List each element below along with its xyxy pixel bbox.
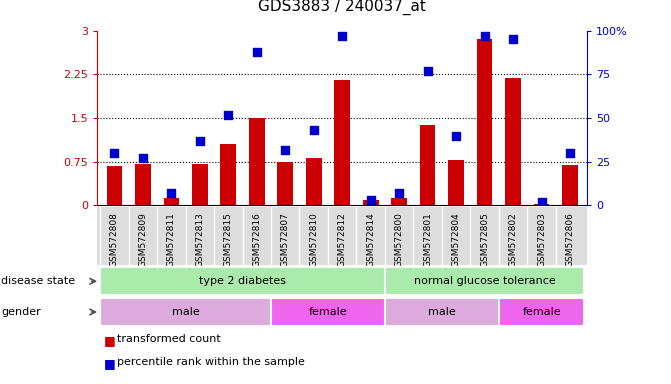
Text: type 2 diabetes: type 2 diabetes bbox=[199, 276, 286, 286]
Bar bbox=[164, 199, 179, 205]
Point bbox=[365, 197, 376, 203]
Text: GSM572808: GSM572808 bbox=[110, 212, 119, 267]
Text: GSM572801: GSM572801 bbox=[423, 212, 432, 267]
FancyBboxPatch shape bbox=[385, 267, 584, 295]
Point bbox=[394, 190, 405, 196]
Point bbox=[337, 33, 348, 39]
FancyBboxPatch shape bbox=[100, 298, 271, 326]
Point bbox=[280, 146, 291, 152]
Bar bbox=[107, 166, 122, 205]
Bar bbox=[533, 204, 550, 205]
Text: GSM572814: GSM572814 bbox=[366, 212, 375, 267]
Text: GSM572811: GSM572811 bbox=[167, 212, 176, 267]
Text: GSM572810: GSM572810 bbox=[309, 212, 318, 267]
Bar bbox=[477, 40, 493, 205]
Bar bbox=[420, 125, 435, 205]
Text: female: female bbox=[522, 307, 561, 317]
Text: male: male bbox=[172, 307, 199, 317]
Text: GSM572803: GSM572803 bbox=[537, 212, 546, 267]
Text: GSM572813: GSM572813 bbox=[195, 212, 204, 267]
Point bbox=[223, 111, 234, 118]
Bar bbox=[363, 200, 378, 205]
FancyBboxPatch shape bbox=[100, 267, 385, 295]
FancyBboxPatch shape bbox=[271, 298, 385, 326]
Text: GSM572807: GSM572807 bbox=[280, 212, 290, 267]
Point bbox=[536, 199, 547, 205]
Text: disease state: disease state bbox=[1, 276, 75, 286]
Bar bbox=[334, 80, 350, 205]
Point bbox=[109, 150, 119, 156]
Bar bbox=[562, 165, 578, 205]
Text: GSM572815: GSM572815 bbox=[224, 212, 233, 267]
Text: GSM572805: GSM572805 bbox=[480, 212, 489, 267]
Bar bbox=[505, 78, 521, 205]
Bar bbox=[135, 164, 151, 205]
Bar bbox=[391, 199, 407, 205]
Text: normal glucose tolerance: normal glucose tolerance bbox=[414, 276, 556, 286]
Text: GSM572804: GSM572804 bbox=[452, 212, 460, 267]
Bar bbox=[192, 164, 207, 205]
Point bbox=[565, 150, 576, 156]
Text: ■: ■ bbox=[104, 334, 119, 347]
Text: GSM572800: GSM572800 bbox=[395, 212, 404, 267]
Text: transformed count: transformed count bbox=[117, 334, 221, 344]
FancyBboxPatch shape bbox=[385, 298, 499, 326]
Point bbox=[422, 68, 433, 74]
Text: GSM572812: GSM572812 bbox=[338, 212, 347, 267]
Point bbox=[166, 190, 176, 196]
Point bbox=[451, 132, 462, 139]
Bar bbox=[249, 118, 264, 205]
Text: female: female bbox=[309, 307, 348, 317]
Point bbox=[252, 49, 262, 55]
Text: GSM572816: GSM572816 bbox=[252, 212, 261, 267]
Text: GSM572806: GSM572806 bbox=[566, 212, 574, 267]
Bar bbox=[448, 160, 464, 205]
Text: GDS3883 / 240037_at: GDS3883 / 240037_at bbox=[258, 0, 426, 15]
Bar bbox=[277, 162, 293, 205]
Text: male: male bbox=[428, 307, 456, 317]
Text: percentile rank within the sample: percentile rank within the sample bbox=[117, 357, 305, 367]
Text: gender: gender bbox=[1, 307, 41, 317]
Point bbox=[479, 33, 490, 39]
Bar bbox=[306, 158, 321, 205]
Point bbox=[195, 138, 205, 144]
Text: GSM572802: GSM572802 bbox=[509, 212, 517, 267]
Point bbox=[309, 127, 319, 133]
Point bbox=[138, 155, 148, 161]
FancyBboxPatch shape bbox=[499, 298, 584, 326]
Point bbox=[508, 36, 519, 43]
Text: ■: ■ bbox=[104, 357, 119, 370]
Bar bbox=[221, 144, 236, 205]
Text: GSM572809: GSM572809 bbox=[138, 212, 148, 267]
